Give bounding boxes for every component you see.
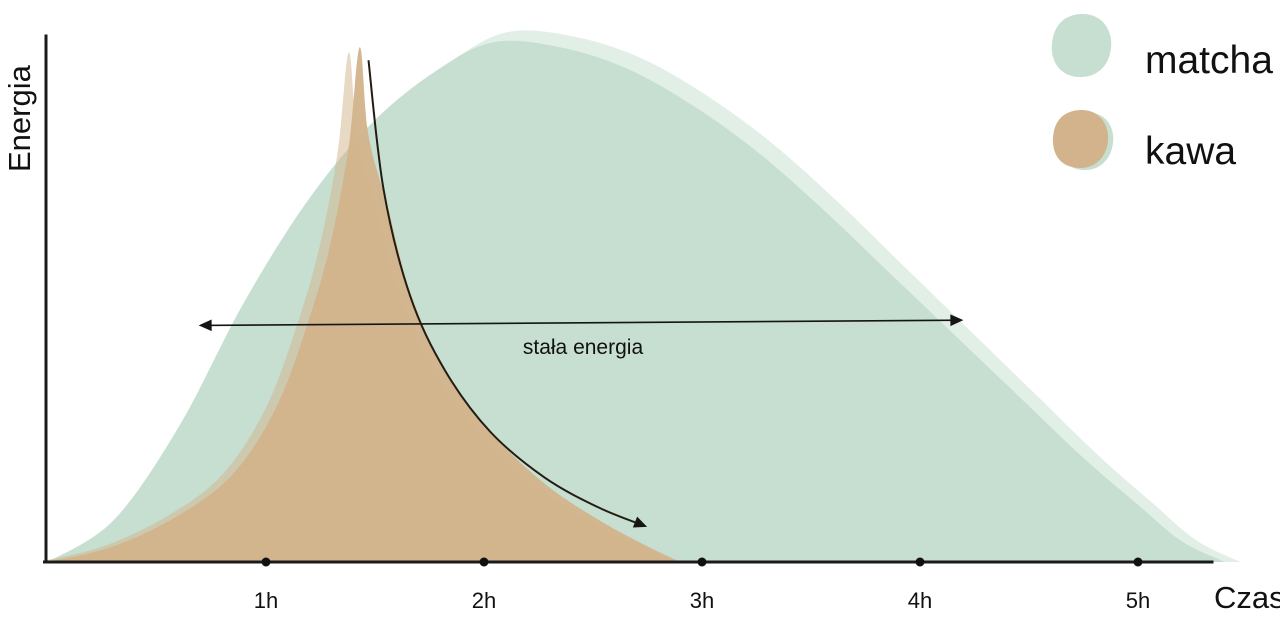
tick-dot [915, 557, 925, 567]
legend: matcha kawa [1051, 13, 1273, 173]
tick-label: 2h [472, 588, 496, 613]
constant-energy-label: stała energia [523, 336, 644, 359]
legend-label-matcha: matcha [1145, 39, 1273, 82]
tick-dot [1133, 557, 1143, 567]
kawa-swatch-icon [1052, 109, 1109, 169]
x-ticks: 1h 2h 3h 4h 5h [254, 557, 1150, 613]
chart-areas [46, 30, 1241, 562]
tick-dot [479, 557, 489, 567]
tick-dot [697, 557, 707, 567]
constant-energy-arrow [198, 314, 964, 332]
x-axis-label: Czas [1214, 580, 1280, 615]
tick-label: 4h [908, 588, 932, 613]
chart-annotations [198, 60, 964, 528]
kawa-area [48, 47, 681, 562]
tick-label: 3h [690, 588, 714, 613]
tick-dot [261, 557, 271, 567]
y-axis-label: Energia [2, 64, 37, 172]
tick-label: 1h [254, 588, 278, 613]
matcha-swatch-icon [1051, 13, 1112, 78]
legend-label-kawa: kawa [1145, 130, 1236, 173]
coffee-crash-arrow [367, 60, 648, 528]
tick-label: 5h [1126, 588, 1150, 613]
